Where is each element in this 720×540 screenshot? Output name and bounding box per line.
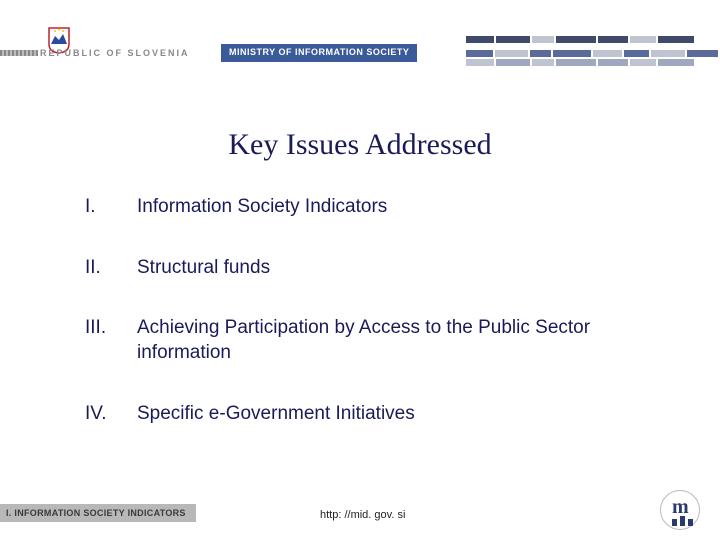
list-number: II.	[85, 256, 137, 281]
list-text: Achieving Participation by Access to the…	[137, 316, 645, 365]
ministry-label: MINISTRY OF INFORMATION SOCIETY	[221, 44, 417, 62]
list-text: Information Society Indicators	[137, 195, 645, 220]
header-decoration	[466, 36, 720, 70]
list-item: II. Structural funds	[85, 256, 645, 281]
deco-row	[466, 36, 720, 43]
republic-label: REPUBLIC OF SLOVENIA	[40, 48, 190, 58]
slide-title: Key Issues Addressed	[0, 128, 720, 162]
list-item: III. Achieving Participation by Access t…	[85, 316, 645, 365]
list-text: Structural funds	[137, 256, 645, 281]
deco-row	[466, 59, 720, 66]
header: REPUBLIC OF SLOVENIA MINISTRY OF INFORMA…	[0, 36, 720, 78]
list-number: III.	[85, 316, 137, 365]
slide: REPUBLIC OF SLOVENIA MINISTRY OF INFORMA…	[0, 0, 720, 540]
list-item: IV. Specific e-Government Initiatives	[85, 402, 645, 427]
header-stripe-left	[0, 50, 38, 56]
list-number: IV.	[85, 402, 137, 427]
list-item: I. Information Society Indicators	[85, 195, 645, 220]
footer-section-label: I. INFORMATION SOCIETY INDICATORS	[0, 504, 196, 522]
footer-logo-icon: m	[662, 490, 702, 530]
logo-bars	[672, 516, 693, 526]
list-text: Specific e-Government Initiatives	[137, 402, 645, 427]
deco-row	[466, 50, 720, 57]
list-number: I.	[85, 195, 137, 220]
issue-list: I. Information Society Indicators II. St…	[85, 195, 645, 462]
footer-url: http: //mid. gov. si	[320, 509, 405, 521]
